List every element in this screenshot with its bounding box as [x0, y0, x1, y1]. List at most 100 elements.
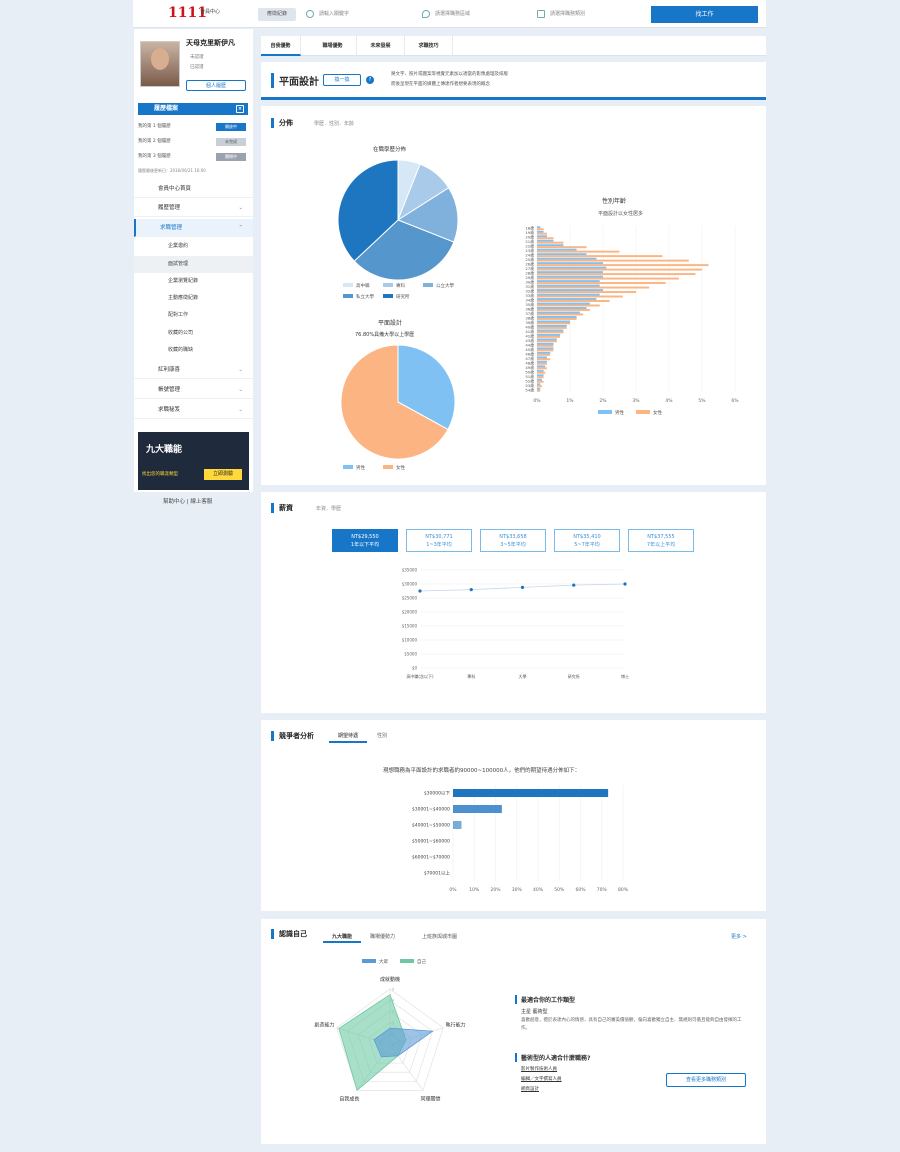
resume-button[interactable]: 個人履歷 [186, 80, 246, 91]
logo[interactable]: 1111 [168, 5, 207, 21]
submenu-match[interactable]: 配對工作 [168, 312, 189, 318]
bar-male [537, 356, 547, 359]
chevron-down-icon: ⌄ [238, 205, 243, 211]
competitor-card [261, 720, 766, 911]
salary-tab[interactable]: NT$30,771 1~3年平均 [406, 529, 472, 552]
x-tick-label: 50% [554, 887, 565, 893]
sidebar-item-job-mgmt[interactable]: 求職管理 ⌃ [134, 219, 253, 237]
x-tick-label: 80% [618, 887, 629, 893]
legend-label: 專科 [396, 282, 405, 289]
more-link[interactable]: 更多 > [731, 934, 747, 940]
legend-swatch [343, 283, 353, 287]
y-tick-label: 51歲 [525, 374, 534, 379]
close-icon[interactable]: × [236, 105, 244, 113]
banner-test-button[interactable]: 立即測驗 [204, 469, 242, 480]
data-point [418, 589, 422, 593]
bar-female [537, 335, 561, 338]
x-tick-label: 研究所 [568, 673, 580, 679]
legend-label: 公立大學 [436, 282, 454, 289]
ability-radar-chart: 成就動機執行能力同理關懷自我成長創造能力012345大眾自己 [314, 958, 465, 1102]
tab-gender[interactable]: 性別 [376, 733, 387, 739]
pie-slice [340, 344, 449, 460]
salary-tab[interactable]: NT$35,410 5~7年平均 [554, 529, 620, 552]
bar-female [537, 286, 650, 289]
tab-future[interactable]: 未來發展 [357, 36, 405, 56]
x-tick-label: 10% [469, 887, 480, 893]
bar-male [537, 271, 603, 274]
sidebar-item-account[interactable]: 帳號管理 ⌄ [134, 381, 253, 399]
radar-grid [336, 988, 444, 1091]
submenu-viewed[interactable]: 企業瀏覽紀錄 [168, 278, 199, 284]
gender-chart-subtitle: 76.80%具備大學以上學歷 [355, 332, 415, 338]
help-links[interactable]: 幫助中心 | 線上客服 [163, 499, 213, 505]
suitable-job-link[interactable]: 編輯／文字撰寫人員 [521, 1077, 562, 1082]
keyword-search-input[interactable]: 請輸入關鍵字 [306, 8, 349, 21]
submenu-applied[interactable]: 主動應徵紀錄 [168, 295, 199, 301]
area-select[interactable]: 請選擇職務區域 [422, 8, 470, 21]
bar-female [537, 309, 590, 311]
find-job-button[interactable]: 找工作 [651, 6, 758, 23]
resume-row[interactable]: 我的第 3 個履歷 關閉中 [138, 151, 248, 163]
resume-row[interactable]: 我的第 1 個履歷 開放中 [138, 121, 248, 133]
y-tick-label: $15000 [402, 624, 418, 629]
tab-strength[interactable]: 職場優勢力 [370, 934, 396, 940]
tab-workplace[interactable]: 職場優勢 [309, 36, 357, 56]
y-tick-label: 31歲 [525, 284, 534, 289]
job-description-1: 將文字、照片或圖案等視覺元素加以適當的影像處理及排版 [391, 72, 508, 77]
bar-female [537, 246, 587, 249]
salary-tab[interactable]: NT$29,550 1年以下平均 [332, 529, 398, 552]
apply-record-tag[interactable]: 應徵紀錄 [258, 8, 296, 21]
x-tick-label: 6% [731, 398, 739, 404]
resume-status-header: 履歷檔案 × [138, 103, 248, 115]
tab-nine-ability[interactable]: 九大職能 [323, 931, 361, 943]
bar-male [537, 342, 554, 345]
axis-label: 創造能力 [314, 1022, 334, 1029]
tab-skills[interactable]: 求職技巧 [405, 36, 453, 56]
sidebar-item-bonus[interactable]: 紅利康喜 ⌄ [134, 361, 253, 379]
resume-row[interactable]: 我的第 2 個履歷 未完成 [138, 136, 248, 148]
legend-swatch [636, 410, 650, 414]
salary-subtitle: 年資．學歷 [316, 506, 342, 512]
bar-male [537, 329, 564, 332]
bar-male [537, 302, 590, 305]
y-tick-label: $40001~$50000 [412, 823, 450, 829]
bar-female [537, 304, 600, 307]
bar-male [537, 275, 603, 278]
bar-female [537, 353, 551, 356]
suitable-job-link[interactable]: 影片製作技術人員 [521, 1067, 557, 1072]
submenu-fav-job[interactable]: 收藏的職缺 [168, 347, 194, 353]
legend-label: 大眾 [379, 958, 388, 965]
switch-job-button[interactable]: 換一換 [323, 74, 361, 86]
suitable-job-link[interactable]: 網頁設計 [521, 1087, 539, 1092]
tab-self[interactable]: 自我優勢 [261, 36, 301, 56]
salary-tab[interactable]: NT$37,555 7年以上平均 [628, 529, 694, 552]
tab-city[interactable]: 上班族與城市圖 [422, 934, 458, 940]
bar-female [537, 228, 544, 231]
x-tick-label: 4% [665, 398, 673, 404]
tab-expected-salary[interactable]: 期望待遇 [329, 730, 367, 743]
salary-tab[interactable]: NT$33,658 3~5年平均 [480, 529, 546, 552]
bar-male [537, 378, 542, 381]
axis-label: 自我成長 [339, 1095, 359, 1102]
y-tick-label: 25歲 [525, 257, 534, 262]
view-more-jobs-button[interactable]: 查看更多職務類別 [666, 1073, 746, 1087]
submenu-invite[interactable]: 企業邀約 [168, 243, 189, 249]
x-tick-label: 0% [449, 887, 457, 893]
bar-male [537, 320, 570, 323]
legend-label: 高中職 [356, 282, 370, 289]
sidebar-item-home[interactable]: 會員中心首頁 [134, 180, 253, 198]
y-tick-label: 39歲 [525, 320, 534, 325]
competitor-description: 現想職務為平面設計的求職者約90000~100000人，他們的期望待遇分佈如下： [383, 768, 581, 774]
sidebar-item-resume[interactable]: 履歷管理 ⌄ [134, 199, 253, 217]
y-tick-label: $35000 [402, 568, 418, 573]
help-icon[interactable]: ? [366, 76, 374, 84]
bar-male [537, 383, 541, 386]
submenu-fav-company[interactable]: 收藏的公司 [168, 330, 194, 336]
sidebar-item-secret[interactable]: 求職秘笈 ⌄ [134, 401, 253, 419]
y-tick-label: 41歲 [525, 329, 534, 334]
category-select[interactable]: 請選擇職務類別 [537, 8, 585, 21]
bar-female [537, 237, 554, 240]
nine-ability-banner[interactable]: 九大職能 找出您的職涯類型 立即測驗 [138, 432, 249, 490]
status-badge: 開放中 [216, 123, 246, 131]
submenu-interview[interactable]: 面試管理 [134, 256, 253, 273]
